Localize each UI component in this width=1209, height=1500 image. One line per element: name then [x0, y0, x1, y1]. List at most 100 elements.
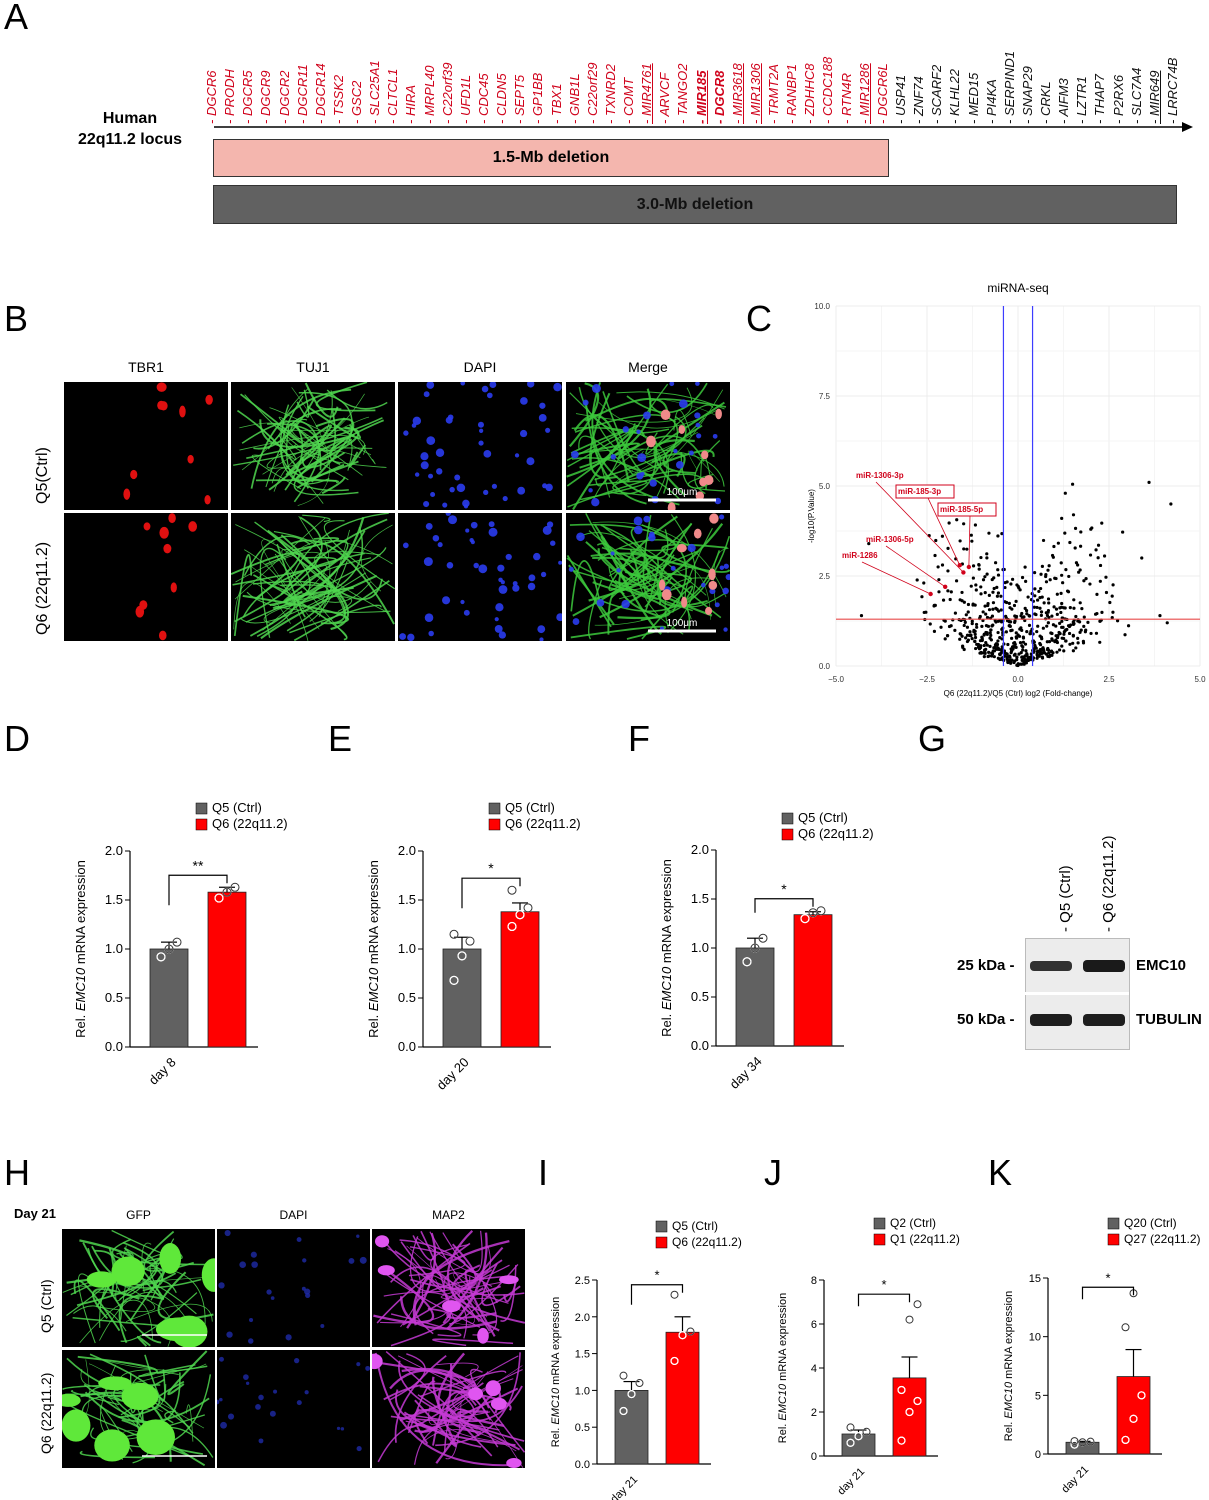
data-point — [987, 650, 991, 654]
data-point — [1110, 594, 1114, 598]
map2-fiber — [399, 1296, 497, 1330]
nucleus — [258, 1438, 264, 1444]
data-point — [960, 634, 964, 638]
neurite-fiber — [251, 454, 302, 490]
data-point-marker — [897, 1436, 906, 1445]
bar — [793, 914, 833, 1047]
map2-fiber — [429, 1385, 523, 1422]
neurite-fiber — [278, 416, 363, 476]
data-point — [933, 553, 937, 558]
bar — [207, 891, 247, 1048]
nucleus — [249, 1317, 254, 1323]
gene-label: - CLTCL1 — [385, 68, 401, 124]
nucleus — [512, 581, 518, 586]
panel-letter-k: K — [988, 1152, 1013, 1193]
nucleus — [399, 633, 406, 640]
data-point — [961, 644, 965, 648]
y-tick-label: 2 — [811, 1407, 817, 1419]
micro-background — [217, 1350, 370, 1468]
data-point — [1068, 642, 1072, 646]
x-tick-label: 5.0 — [1194, 675, 1206, 684]
data-point — [1062, 630, 1066, 634]
neurite-fiber — [293, 438, 359, 496]
nucleus — [610, 551, 615, 556]
data-point — [1038, 596, 1042, 600]
nucleus — [420, 452, 429, 461]
micrograph-dim-blue — [217, 1350, 370, 1468]
highlighted-label: miR-1286 — [842, 551, 878, 560]
data-point — [973, 632, 977, 637]
data-point — [1088, 582, 1092, 586]
tbr1-cell — [646, 435, 656, 448]
bar-chart-k: Q20 (Ctrl) Q27 (22q11.2) 0 5 10 15 Rel. EMC10 … — [1004, 1216, 1201, 1495]
map2-fiber — [453, 1273, 488, 1318]
y-tick-label: 2.0 — [398, 843, 416, 858]
legend-label: Q6 (22q11.2) — [505, 816, 581, 831]
nucleus — [359, 1256, 367, 1264]
tbr1-cell — [708, 580, 718, 590]
data-point — [1027, 614, 1032, 618]
data-point — [1165, 621, 1169, 625]
data-point — [982, 655, 986, 659]
data-point — [953, 628, 957, 632]
gene-label: - CCDC188 — [820, 56, 836, 124]
nucleus — [498, 631, 507, 639]
data-point — [1033, 587, 1037, 591]
data-point — [1088, 553, 1093, 557]
neurite-fiber — [267, 423, 320, 503]
significance-label: ** — [193, 857, 204, 873]
data-point — [1041, 538, 1046, 543]
neurite-fiber — [280, 534, 347, 625]
data-point — [1040, 564, 1045, 568]
neurite-fiber — [310, 418, 355, 483]
data-point-marker — [670, 1356, 679, 1365]
neurite-fiber — [250, 565, 341, 596]
data-point — [1007, 601, 1011, 605]
nucleus — [424, 613, 434, 622]
data-point — [947, 521, 951, 525]
data-point — [1018, 588, 1022, 592]
nucleus — [336, 1426, 341, 1431]
nucleus — [219, 1356, 224, 1362]
panel-letter-f: F — [628, 718, 650, 759]
nucleus — [488, 527, 498, 537]
neurite-fiber — [326, 389, 388, 410]
y-tick-label: 0.0 — [105, 1039, 123, 1054]
data-point — [1074, 646, 1078, 650]
data-point — [1000, 637, 1004, 641]
blot-band — [1030, 1014, 1072, 1026]
neurite-fiber — [585, 400, 647, 505]
data-point — [973, 635, 978, 640]
tbr1-cell — [139, 600, 148, 610]
neurite-fiber — [360, 524, 393, 592]
micro-background — [398, 513, 562, 641]
nucleus — [243, 1374, 249, 1380]
data-point — [984, 612, 988, 616]
nucleus — [462, 499, 470, 508]
nucleus — [478, 564, 488, 574]
y-tick-label: 2.5 — [575, 1275, 590, 1287]
neurite-fiber — [572, 429, 646, 510]
neurite-fiber — [76, 1241, 158, 1306]
neurite-fiber — [231, 551, 301, 600]
highlighted-label: miR-1306-5p — [866, 535, 914, 544]
data-point-marker — [1086, 1437, 1095, 1446]
nucleus — [722, 587, 729, 595]
nucleus — [643, 411, 651, 420]
data-point — [983, 575, 987, 579]
data-point — [1082, 624, 1086, 629]
data-point — [1006, 642, 1010, 647]
nucleus — [302, 1258, 307, 1263]
significance-label: * — [488, 860, 494, 876]
nucleus — [670, 565, 676, 571]
nucleus — [678, 399, 688, 409]
data-point — [946, 546, 950, 550]
column-label: TBR1 — [128, 359, 164, 375]
y-tick-label: 0 — [811, 1451, 817, 1463]
data-point — [1094, 631, 1099, 635]
y-tick-label: 1.0 — [105, 941, 123, 956]
highlighted-label: miR-185-5p — [940, 505, 983, 514]
label-box — [895, 484, 955, 499]
gene-label: - CDC45 — [475, 73, 491, 124]
neurite-fiber — [79, 1450, 155, 1459]
